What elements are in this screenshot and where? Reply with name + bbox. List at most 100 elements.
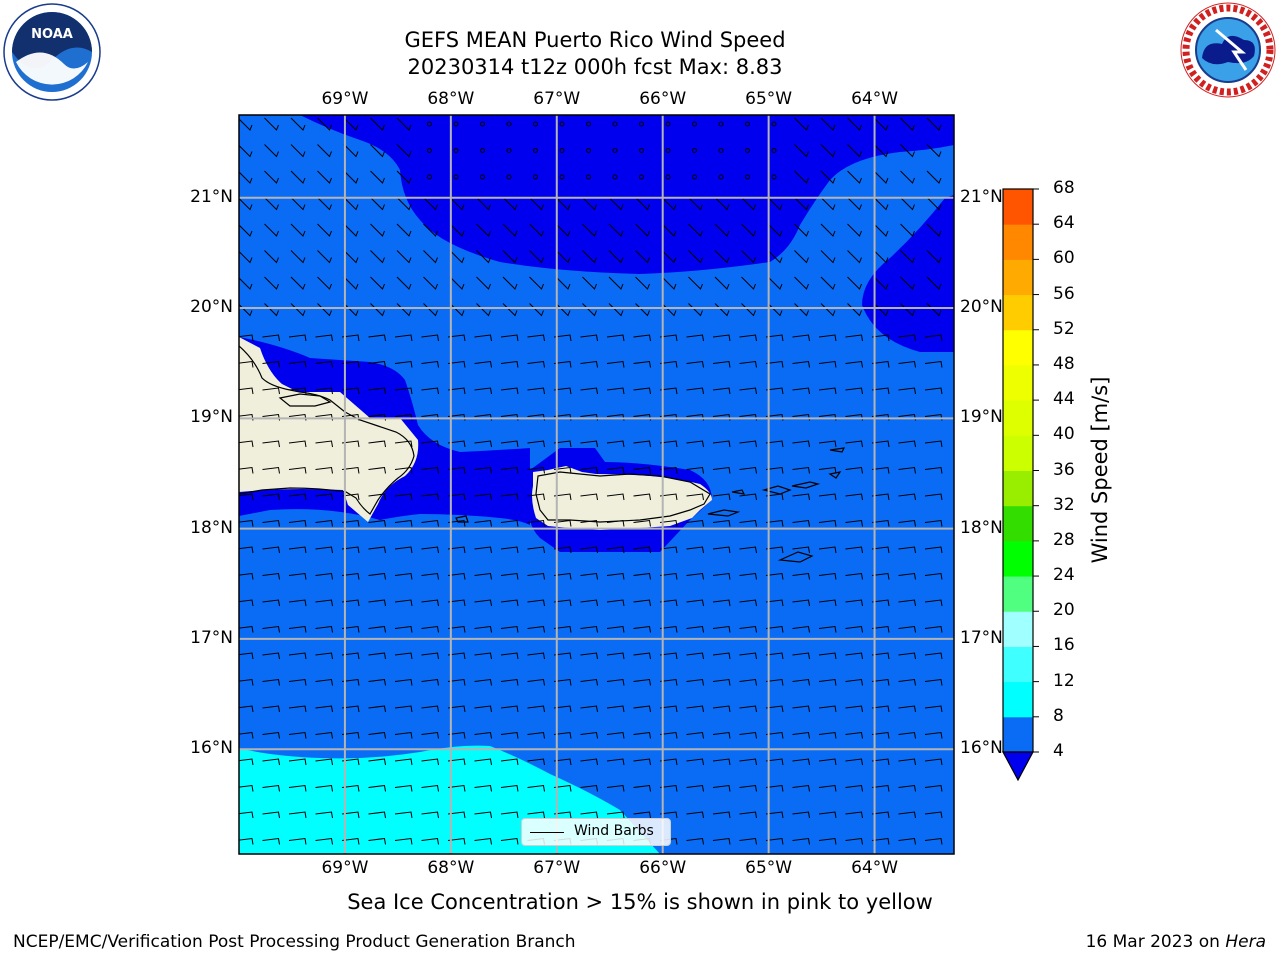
wind-barb [612, 148, 618, 153]
colorbar-segment [1003, 329, 1033, 366]
wind-barb [474, 466, 492, 474]
wind-barb [368, 572, 386, 580]
wind-barb [500, 493, 519, 501]
wind-barb [447, 625, 466, 633]
wind-barb [239, 625, 254, 633]
wind-barb [553, 678, 572, 686]
wind-barb [533, 148, 539, 153]
wind-barb [714, 276, 730, 290]
wind-barb [686, 599, 704, 607]
wind-barb [739, 360, 757, 368]
wind-barb [712, 387, 731, 395]
wind-barb [792, 784, 810, 792]
wind-barb [421, 758, 439, 766]
wind-barb [502, 197, 518, 211]
wind-barb [527, 599, 545, 607]
wind-barb [739, 784, 757, 792]
wind-barb [341, 625, 360, 633]
wind-barb [500, 572, 519, 580]
wind-barb [898, 625, 916, 633]
wind-barb [792, 678, 810, 686]
wind-barb [394, 678, 413, 686]
wind-barb [659, 599, 678, 607]
wind-barb [898, 811, 916, 819]
wind-barb [659, 546, 678, 554]
wind-barb [553, 811, 572, 819]
wind-barb [871, 599, 890, 607]
wind-barb [370, 223, 385, 237]
wind-barb [421, 466, 439, 474]
wind-barb [712, 731, 731, 739]
colorbar-tick-label: 20 [1053, 600, 1075, 621]
wind-barb [686, 493, 704, 501]
wind-barb [606, 625, 625, 633]
wind-barb [633, 387, 651, 395]
wind-barb [527, 334, 545, 342]
wind-barb [606, 572, 625, 580]
lat-label-right: 18°N [960, 517, 1003, 538]
wind-barb [447, 758, 466, 766]
wind-barb [586, 121, 592, 127]
wind-barb [771, 121, 777, 127]
wind-barb [341, 652, 360, 660]
wind-barb [580, 546, 598, 554]
wind-barb [239, 758, 254, 766]
wind-barb [368, 784, 386, 792]
wind-barb [739, 678, 757, 686]
wind-barb [661, 276, 677, 290]
wind-barb [368, 758, 386, 766]
wind-barb [421, 837, 439, 845]
wind-barb [739, 440, 757, 448]
wind-barb [792, 493, 810, 501]
wind-barb [792, 811, 810, 819]
wind-barb [739, 652, 757, 660]
wind-barb [665, 174, 671, 180]
wind-barb [506, 121, 512, 127]
wind-barb [315, 493, 333, 501]
wind-barb [480, 121, 486, 127]
wind-barb [239, 277, 253, 290]
wind-barb [739, 731, 757, 739]
wind-barb [502, 250, 518, 264]
wind-barb [873, 276, 889, 290]
wind-barb [368, 466, 386, 474]
wind-barb [262, 678, 280, 686]
wind-barb [368, 519, 386, 527]
lon-label-top: 65°W [745, 89, 793, 109]
wind-barb [765, 466, 784, 474]
wind-barb [712, 440, 731, 448]
wind-barb [924, 440, 943, 448]
wind-barb [447, 546, 466, 554]
wind-barb [264, 170, 279, 184]
wind-barb [818, 387, 837, 395]
wind-barb [341, 360, 360, 368]
wind-barb [341, 758, 360, 766]
colorbar-segment [1003, 611, 1033, 647]
wind-barb [239, 250, 253, 264]
wind-barb [739, 493, 757, 501]
wind-barb [686, 705, 704, 713]
wind-barb [396, 250, 412, 264]
wind-barb [845, 519, 863, 527]
lon-label-top: 66°W [639, 89, 687, 109]
wind-barb [368, 360, 386, 368]
wind-barb [820, 250, 836, 264]
coastlines [239, 345, 846, 563]
wind-barb [368, 705, 386, 713]
wind-barb [606, 493, 625, 501]
wind-barb [924, 652, 943, 660]
wind-barb [500, 705, 519, 713]
wind-barb [606, 705, 625, 713]
wind-barb [500, 546, 519, 554]
wind-barb [262, 758, 280, 766]
wind-barb [765, 678, 784, 686]
wind-barb [633, 440, 651, 448]
wind-barb [924, 599, 943, 607]
wind-barb [818, 519, 837, 527]
wind-barb [633, 546, 651, 554]
land-hispaniola [239, 337, 419, 522]
wind-barb [453, 121, 459, 127]
wind-barb [924, 360, 943, 368]
wind-barb [239, 118, 253, 131]
colorbar-segment [1003, 189, 1033, 225]
